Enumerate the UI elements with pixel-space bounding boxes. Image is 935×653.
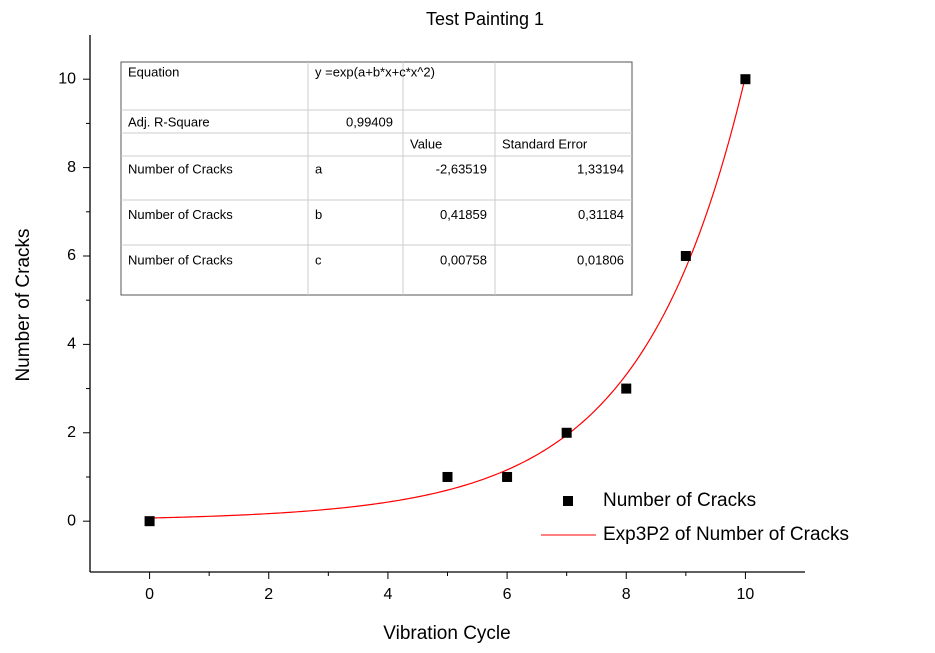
x-tick-label: 8 — [622, 586, 631, 603]
table-cell: 0,31184 — [578, 207, 624, 222]
table-cell: a — [315, 161, 323, 176]
table-cell: Number of Cracks — [128, 161, 233, 176]
y-tick-label: 2 — [67, 424, 76, 441]
y-tick-label: 4 — [67, 336, 76, 353]
point — [621, 383, 632, 394]
y-tick-label: 0 — [67, 512, 76, 529]
x-axis-label: Vibration Cycle — [383, 623, 510, 644]
legend-label: Number of Cracks — [603, 490, 756, 511]
point — [680, 250, 691, 261]
table-cell: b — [315, 207, 322, 222]
legend-label: Exp3P2 of Number of Cracks — [603, 524, 849, 545]
table-cell: Equation — [128, 64, 179, 79]
fit-curve — [149, 76, 747, 519]
x-tick-label: 6 — [503, 586, 512, 603]
point — [442, 471, 453, 482]
y-tick-label: 10 — [58, 70, 76, 87]
table-cell: 1,33194 — [577, 161, 624, 176]
point — [561, 427, 572, 438]
table-cell: y =exp(a+b*x+c*x^2) — [315, 64, 435, 79]
chart-title: Test Painting 1 — [426, 9, 544, 29]
table-cell: Standard Error — [502, 136, 588, 151]
table-cell: 0,41859 — [440, 207, 487, 222]
table-cell: 0,01806 — [577, 252, 624, 267]
table-cell: Value — [410, 136, 442, 151]
point — [502, 471, 513, 482]
x-tick-label: 10 — [737, 586, 755, 603]
x-tick-label: 4 — [383, 586, 392, 603]
table-cell: Number of Cracks — [128, 252, 233, 267]
y-tick-label: 8 — [67, 159, 76, 176]
table-cell: Adj. R-Square — [128, 114, 210, 129]
table-cell: 0,99409 — [346, 114, 393, 129]
table-box — [120, 61, 633, 296]
point — [144, 516, 155, 527]
table-cell: Number of Cracks — [128, 207, 233, 222]
y-axis-label: Number of Cracks — [13, 228, 34, 381]
x-tick-label: 2 — [264, 586, 273, 603]
legend-marker — [563, 496, 573, 506]
y-tick-label: 6 — [67, 247, 76, 264]
x-tick-label: 0 — [145, 586, 154, 603]
table-cell: 0,00758 — [440, 252, 487, 267]
table-cell: c — [315, 252, 322, 267]
table-cell: -2,63519 — [436, 161, 487, 176]
point — [740, 74, 751, 85]
